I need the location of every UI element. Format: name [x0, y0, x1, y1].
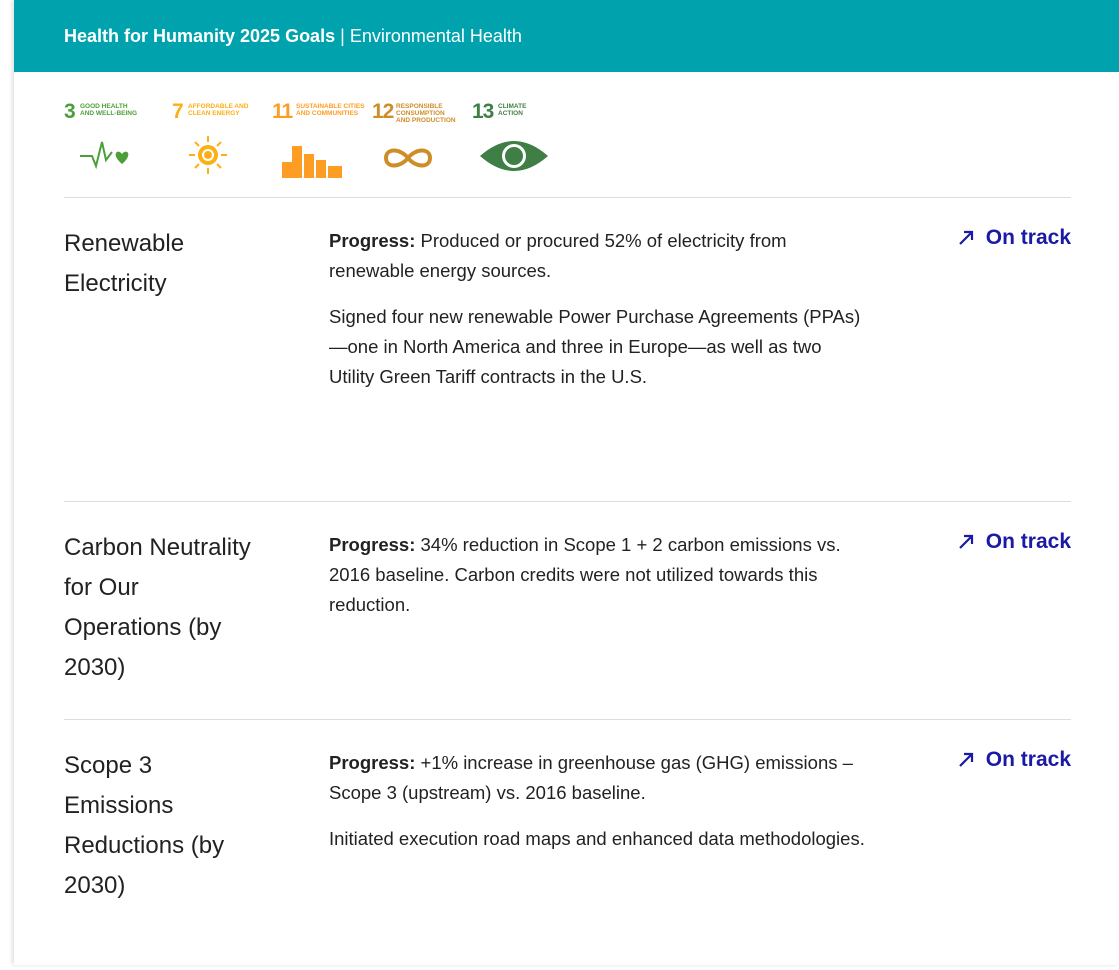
sdg-glyph: [383, 148, 433, 168]
progress: Progress: +1% increase in greenhouse gas…: [329, 748, 869, 808]
sdg-label: RESPONSIBLE CONSUMPTION AND PRODUCTION: [396, 103, 456, 124]
progress: Progress: Produced or procured 52% of el…: [329, 226, 869, 286]
sdg-icon: 3 GOOD HEALTH AND WELL-BEING: [64, 100, 164, 185]
goal-row: Carbon Neutrality for Our Operations (by…: [64, 501, 1071, 719]
goal-body: Progress: +1% increase in greenhouse gas…: [329, 720, 869, 854]
sdg-label-line: CLIMATE: [498, 103, 527, 110]
progress-text: 34% reduction in Scope 1 + 2 carbon emis…: [329, 534, 841, 615]
sdg-label-line: ACTION: [498, 110, 523, 117]
goal-details: Initiated execution road maps and enhanc…: [329, 828, 865, 849]
sdg-label-line: AND WELL-BEING: [80, 110, 138, 117]
sdg-icon: 11 SUSTAINABLE CITIES AND COMMUNITIES: [272, 100, 372, 185]
sdg-label-line: CONSUMPTION: [396, 110, 445, 117]
sdg-label-line: AND COMMUNITIES: [296, 110, 359, 117]
sdg-label-line: AND PRODUCTION: [396, 117, 456, 124]
sdg-label-line: AFFORDABLE AND: [188, 103, 249, 110]
progress-label: Progress:: [329, 534, 416, 555]
progress-text: +1% increase in greenhouse gas (GHG) emi…: [329, 752, 853, 803]
goal-row: Renewable Electricity Progress: Produced …: [64, 197, 1071, 501]
goals: Renewable Electricity Progress: Produced …: [64, 197, 1071, 970]
sdg-number: 3: [64, 100, 76, 123]
card: Health for Humanity 2025 Goals | Environ…: [14, 0, 1119, 965]
sdg-number: 13: [472, 100, 494, 123]
sdg-icon: 12 RESPONSIBLE CONSUMPTION AND PRODUCTION: [372, 100, 472, 185]
sdg-label: GOOD HEALTH AND WELL-BEING: [80, 103, 137, 117]
status-text: On track: [985, 530, 1071, 553]
status-text: On track: [985, 226, 1071, 249]
sdg-glyph: [480, 141, 548, 171]
sdg-glyph: [189, 136, 227, 174]
sdg-label-line: SUSTAINABLE CITIES: [296, 103, 365, 110]
goal-details: Signed four new renewable Power Purchase…: [329, 306, 861, 387]
progress-text: Produced or procured 52% of electricity …: [329, 230, 787, 281]
header-subtitle: Environmental Health: [349, 26, 522, 46]
status: On track: [958, 748, 1071, 772]
sdg-number: 12: [372, 100, 394, 123]
sdg-number: 7: [172, 100, 184, 123]
status-text: On track: [985, 748, 1071, 771]
goal-title: Renewable Electricity: [64, 230, 185, 297]
sdg-icon: 7 AFFORDABLE AND CLEAN ENERGY: [172, 100, 272, 185]
status-arrow: [959, 752, 973, 767]
goal-body: Progress: 34% reduction in Scope 1 + 2 c…: [329, 502, 869, 620]
goal-row: Scope 3 Emissions Reductions (by 2030) Pr…: [64, 719, 1071, 970]
sdg-icon: 13 CLIMATE ACTION: [472, 100, 572, 185]
progress-label: Progress:: [329, 230, 416, 251]
goal-title: Carbon Neutrality for Our Operations (by…: [64, 534, 251, 681]
goal-body: Progress: Produced or procured 52% of el…: [329, 198, 869, 392]
progress: Progress: 34% reduction in Scope 1 + 2 c…: [329, 530, 869, 620]
status: On track: [958, 530, 1071, 554]
sdg-glyph: [282, 146, 342, 178]
status-arrow: [959, 534, 973, 549]
header-separator: |: [340, 26, 345, 46]
sdg-label: CLIMATE ACTION: [498, 103, 526, 117]
header-title: Health for Humanity 2025 Goals: [64, 26, 336, 46]
header: Health for Humanity 2025 Goals | Environ…: [14, 0, 1119, 72]
status: On track: [958, 226, 1071, 250]
goal-title: Scope 3 Emissions Reductions (by 2030): [64, 752, 225, 899]
progress-label: Progress:: [329, 752, 416, 773]
sdg-glyph: [80, 141, 129, 170]
sdg-icons: 3 GOOD HEALTH AND WELL-BEING 7 AFFORDABLE…: [64, 100, 584, 185]
sdg-number: 11: [272, 100, 293, 123]
sdg-label: AFFORDABLE AND CLEAN ENERGY: [188, 103, 248, 117]
sdg-label-line: RESPONSIBLE: [396, 103, 443, 110]
sdg-label-line: GOOD HEALTH: [80, 103, 128, 110]
sdg-label: SUSTAINABLE CITIES AND COMMUNITIES: [296, 103, 365, 117]
status-arrow: [959, 230, 973, 245]
sdg-label-line: CLEAN ENERGY: [188, 110, 240, 117]
